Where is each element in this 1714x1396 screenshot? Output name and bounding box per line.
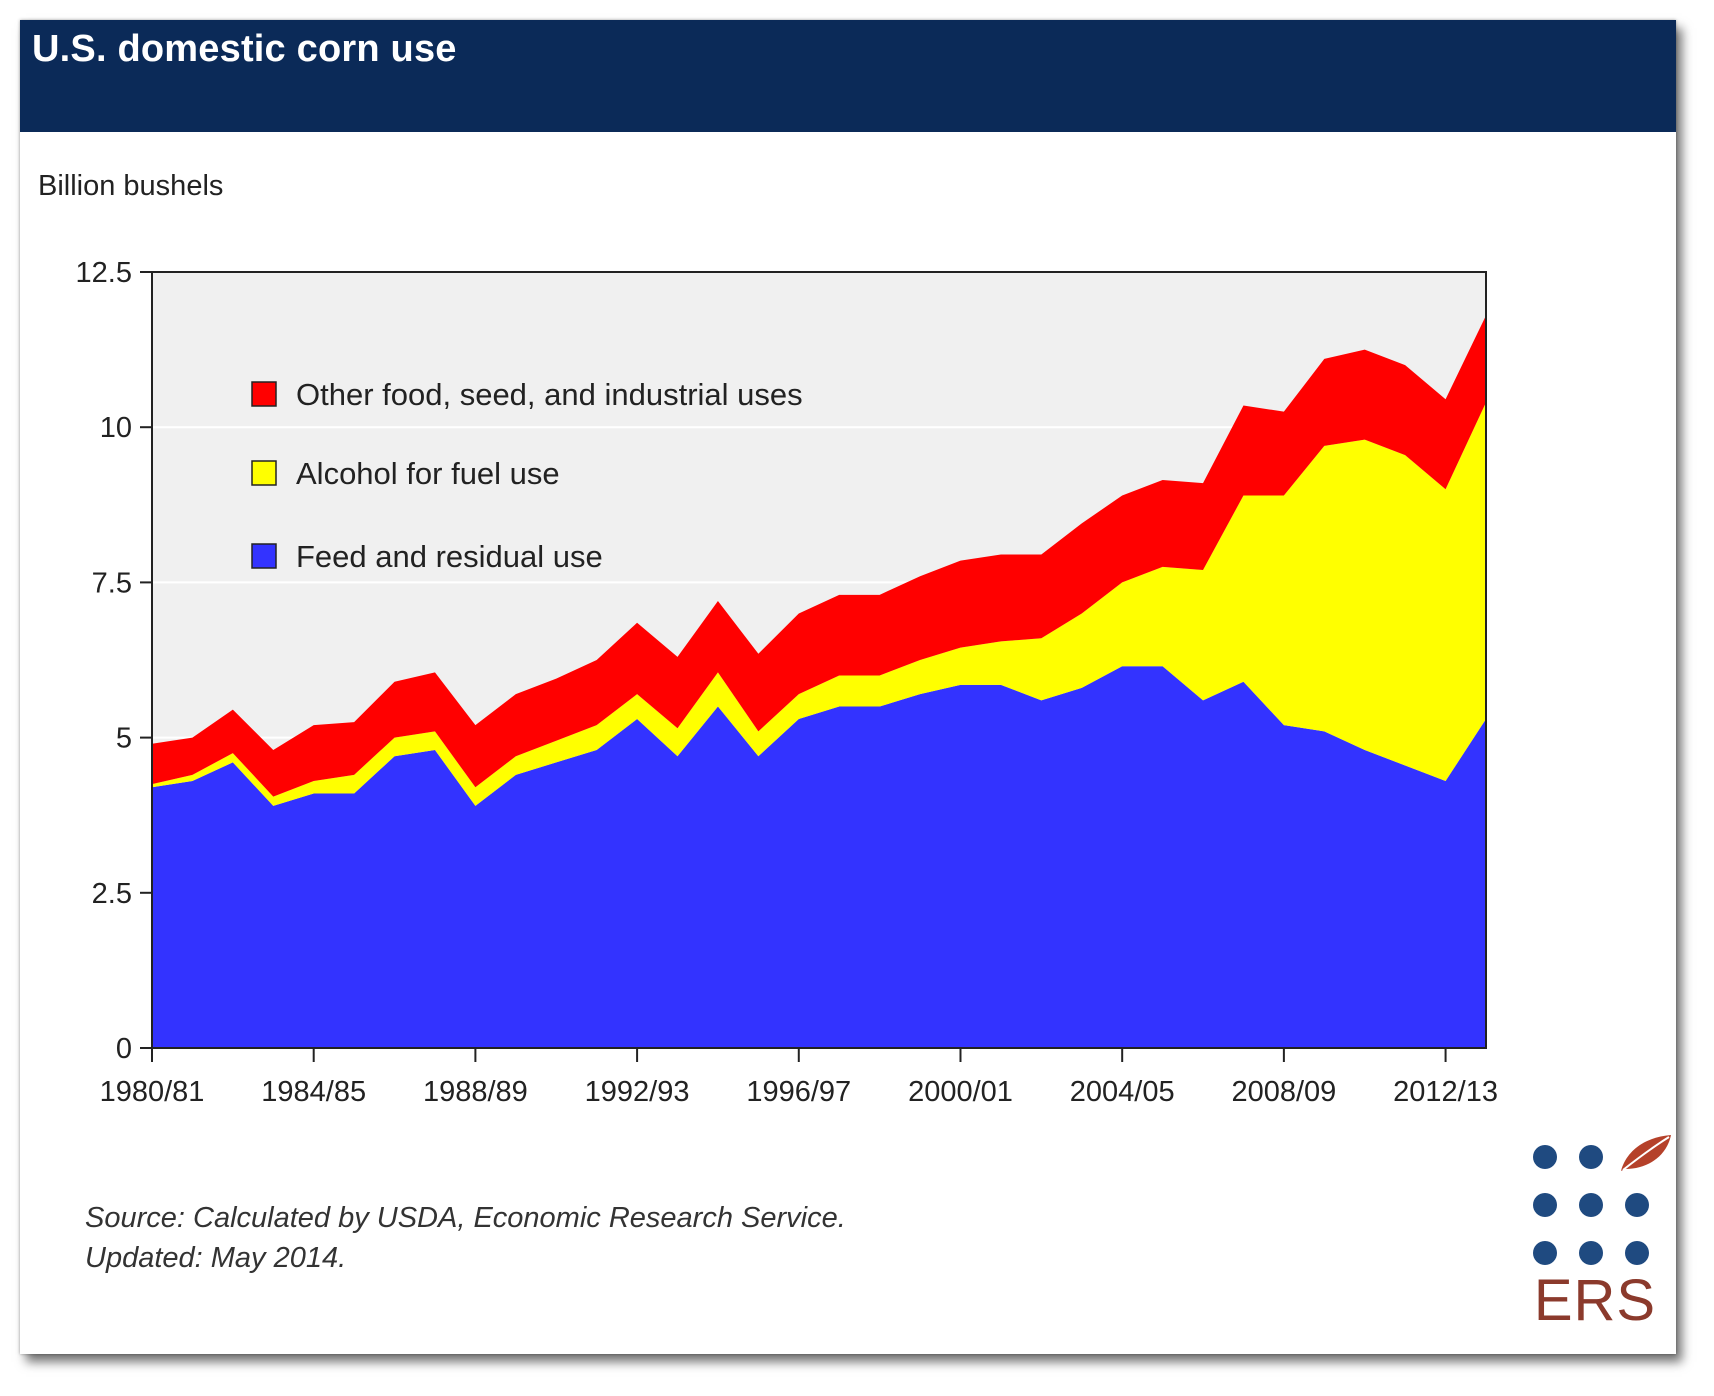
legend-swatch-feed-and-residual-use [251,543,277,569]
y-tick-label: 5 [116,723,132,755]
y-tick-label: 2.5 [92,878,132,910]
y-tick-label: 7.5 [92,567,132,599]
logo-dot [1579,1145,1603,1169]
y-tick-label: 0 [116,1033,132,1065]
plot-frame [151,271,1487,1049]
y-axis-label: Billion bushels [38,170,224,202]
header-bar: U.S. domestic corn use [20,20,1676,132]
x-tick-label: 1988/89 [423,1076,528,1108]
logo-dot [1625,1193,1649,1217]
legend-label-feed-and-residual-use: Feed and residual use [296,539,603,574]
y-tick-label: 12.5 [76,257,132,289]
x-tick-label: 1996/97 [746,1076,851,1108]
x-tick-label: 1984/85 [261,1076,366,1108]
x-tick-label: 2008/09 [1231,1076,1336,1108]
legend-swatch-alcohol-for-fuel-use [251,460,277,486]
x-tick-label: 1980/81 [100,1076,205,1108]
source-note: Source: Calculated by USDA, Economic Res… [85,1198,846,1278]
area-chart: 0 2.5 5 7.5 10 12.5 1980/81 1984/85 1988/89 1992/… [76,257,1498,1108]
leaf-icon [1621,1135,1671,1171]
x-tick-label: 2000/01 [908,1076,1013,1108]
logo-dot [1533,1193,1557,1217]
logo-dot [1579,1241,1603,1265]
area-series-feed-and-residual-use [152,666,1486,1048]
chart-card: U.S. domestic corn use Billion bushels 0… [20,20,1676,1354]
logo-dot [1579,1193,1603,1217]
x-tick-label: 2012/13 [1393,1076,1498,1108]
y-tick-label: 10 [100,412,132,444]
x-tick-label: 2004/05 [1070,1076,1175,1108]
ers-logo: ERS [1525,1135,1671,1345]
chart-title: U.S. domestic corn use [32,28,457,70]
legend-label-other-food-seed-and-industrial-uses: Other food, seed, and industrial uses [296,377,803,412]
logo-dot [1533,1145,1557,1169]
area-series-other-food-seed-and-industrial-uses [152,315,1486,797]
logo-dot [1625,1241,1649,1265]
legend-swatch-other-food-seed-and-industrial-uses [251,381,277,407]
legend-label-alcohol-for-fuel-use: Alcohol for fuel use [296,456,560,491]
area-series-alcohol-for-fuel-use [152,402,1486,806]
source-line: Source: Calculated by USDA, Economic Res… [85,1202,846,1234]
logo-dot [1533,1241,1557,1265]
ers-logo-text: ERS [1533,1268,1657,1333]
x-tick-label: 1992/93 [585,1076,690,1108]
updated-line: Updated: May 2014. [85,1242,347,1274]
